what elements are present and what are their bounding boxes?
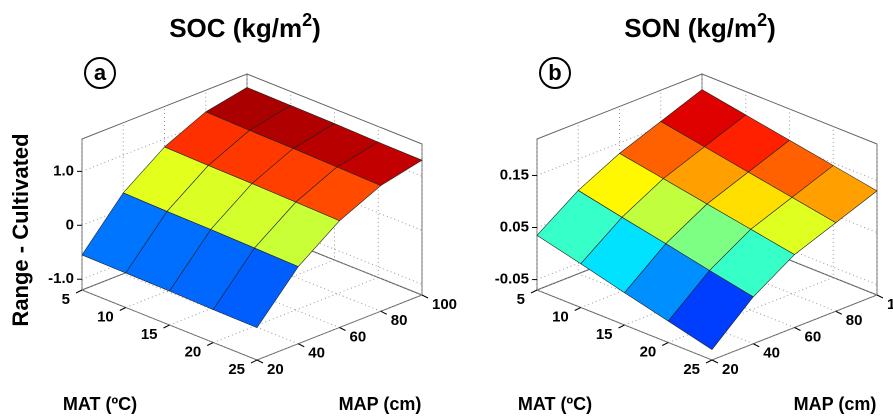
y-tick	[339, 327, 346, 331]
y-tick	[794, 327, 801, 331]
y-tick	[298, 343, 305, 348]
z-tick-label: -0.05	[495, 271, 529, 288]
x-tick-label: 20	[640, 343, 657, 360]
y-tick-label: 40	[308, 345, 325, 362]
title-part: SON (kg/m	[624, 13, 757, 43]
y-tick-label: 40	[763, 345, 780, 362]
panel-label: a	[94, 60, 107, 85]
y-tick	[256, 359, 264, 364]
y-tick	[876, 294, 884, 299]
y-axis-label: MAP (cm)	[794, 394, 877, 414]
y-tick	[753, 343, 760, 348]
x-axis-label: MAT (ºC)	[518, 394, 592, 414]
surface-cell	[212, 247, 299, 329]
x-tick	[705, 359, 713, 364]
z-tick-label: 0	[66, 216, 74, 233]
x-tick	[618, 324, 625, 329]
surface-cell	[667, 270, 754, 350]
x-tick-label: 10	[552, 308, 569, 325]
x-tick	[530, 289, 538, 294]
y-tick-label: 60	[350, 328, 367, 345]
y-axis-label: MAP (cm)	[339, 394, 422, 414]
x-tick-label: 15	[141, 326, 158, 343]
x-tick	[163, 324, 170, 329]
y-tick	[711, 359, 719, 364]
x-tick	[250, 359, 258, 364]
x-tick	[75, 289, 83, 294]
title-part: 2	[302, 10, 312, 30]
title-part: )	[312, 13, 321, 43]
grid-line	[122, 122, 299, 345]
y-tick	[421, 294, 429, 299]
panel-label: b	[548, 60, 561, 85]
y-tick-label: 80	[391, 312, 408, 329]
grid-line	[577, 122, 754, 345]
y-tick-label: 100	[887, 296, 893, 313]
y-tick-label: 100	[432, 296, 457, 313]
z-tick-label: 1.0	[53, 162, 74, 179]
chart-title: SON (kg/m2)	[624, 10, 776, 43]
z-tick-label: 0.15	[500, 166, 529, 183]
x-tick	[207, 342, 214, 346]
x-tick	[662, 342, 669, 346]
y-axis-label: Range - Cultivated	[8, 133, 33, 326]
z-tick-label: 0.05	[500, 218, 529, 235]
title-part: )	[767, 13, 776, 43]
x-tick-label: 5	[62, 291, 70, 308]
chart-title: SOC (kg/m2)	[169, 10, 321, 43]
y-tick-label: 20	[267, 361, 284, 378]
y-tick-label: 20	[722, 361, 739, 378]
x-axis-label: MAT (ºC)	[63, 394, 137, 414]
x-tick-label: 25	[683, 361, 700, 378]
y-tick-label: 80	[846, 312, 863, 329]
x-tick	[574, 307, 581, 311]
x-tick-label: 10	[97, 308, 114, 325]
y-tick	[835, 310, 842, 315]
panel-circle	[539, 57, 571, 89]
x-tick-label: 15	[596, 326, 613, 343]
x-tick-label: 20	[185, 343, 202, 360]
y-tick-label: 60	[805, 328, 822, 345]
title-part: SOC (kg/m	[169, 13, 302, 43]
z-tick-label: -1.0	[48, 270, 74, 287]
title-part: 2	[757, 10, 767, 30]
panel-circle	[84, 57, 116, 89]
x-tick	[119, 307, 126, 311]
x-tick-label: 5	[517, 291, 525, 308]
y-tick	[380, 310, 387, 315]
x-tick-label: 25	[228, 361, 245, 378]
